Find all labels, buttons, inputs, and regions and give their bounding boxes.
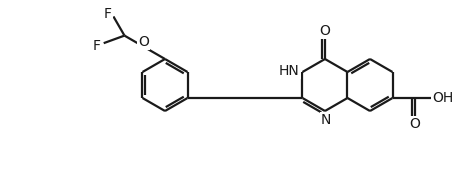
Text: O: O bbox=[319, 24, 330, 38]
Text: OH: OH bbox=[433, 91, 454, 105]
Text: HN: HN bbox=[279, 64, 300, 78]
Text: O: O bbox=[409, 117, 420, 131]
Text: F: F bbox=[103, 7, 111, 21]
Text: N: N bbox=[321, 113, 331, 127]
Text: O: O bbox=[138, 35, 149, 49]
Text: F: F bbox=[93, 39, 100, 53]
